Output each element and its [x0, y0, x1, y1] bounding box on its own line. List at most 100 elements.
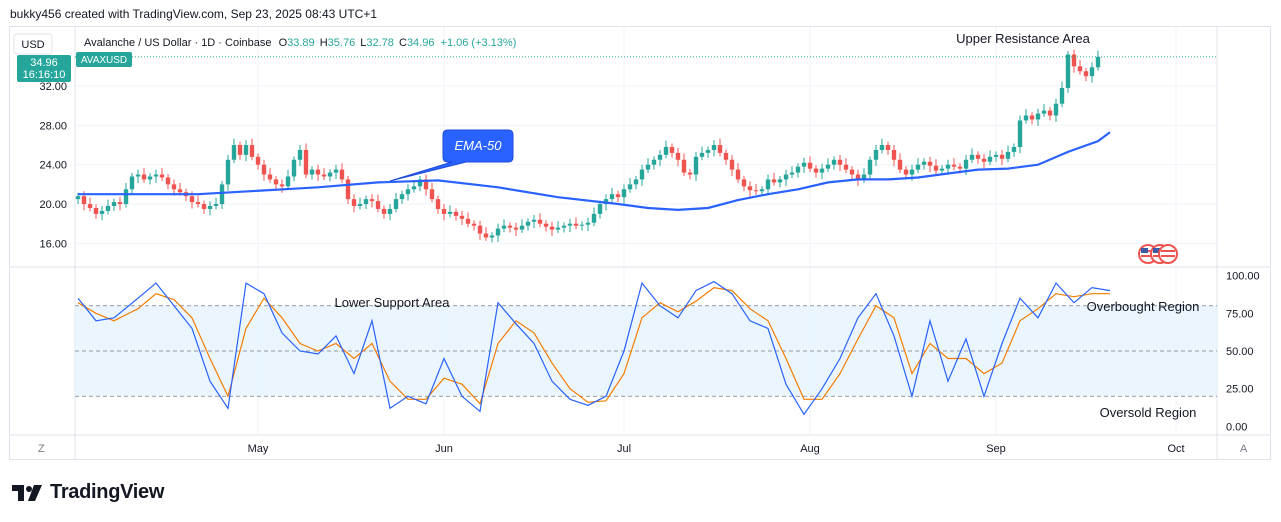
ema-50-callout [389, 129, 514, 182]
candle-14 [159, 174, 165, 178]
candle-87 [597, 204, 603, 214]
candle-113 [753, 190, 759, 192]
candle-57 [417, 179, 423, 187]
candle-73 [513, 227, 519, 230]
candle-150 [975, 154, 981, 159]
candle-163 [1053, 103, 1059, 116]
candle-169 [1089, 67, 1095, 77]
candle-19 [189, 196, 195, 203]
candle-64 [459, 215, 465, 219]
candle-26 [231, 145, 237, 160]
candle-164 [1059, 87, 1065, 104]
candle-101 [681, 159, 687, 173]
candle-103 [693, 156, 699, 175]
zoom-button[interactable]: Z [38, 443, 45, 455]
ohlc-high-label: H [320, 37, 328, 49]
candle-9 [129, 176, 135, 190]
time-tick-label-0: May [248, 443, 269, 455]
candle-40 [315, 169, 321, 175]
candle-80 [555, 227, 561, 230]
candle-162 [1047, 110, 1053, 116]
symbol-badge: AVAXUSD [81, 55, 127, 66]
candle-92 [627, 184, 633, 190]
candle-44 [339, 169, 345, 180]
candle-82 [567, 223, 573, 226]
candle-71 [501, 225, 507, 229]
candle-159 [1029, 115, 1035, 120]
candle-53 [393, 199, 399, 209]
auto-scale-button[interactable]: A [1240, 443, 1248, 455]
candle-37 [297, 149, 303, 160]
candle-155 [1005, 151, 1011, 159]
chart-attribution: bukky456 created with TradingView.com, S… [10, 7, 378, 21]
candle-69 [489, 235, 495, 238]
candle-35 [285, 176, 291, 187]
currency-button[interactable] [13, 33, 53, 55]
price-badge-value: 34.96 [30, 57, 58, 69]
stochastic-tick-label-3: 75.00 [1226, 308, 1254, 320]
candle-10 [135, 174, 141, 177]
time-tick-label-2: Jul [617, 443, 631, 455]
candle-160 [1035, 113, 1041, 120]
candle-46 [351, 199, 357, 207]
candle-121 [801, 162, 807, 167]
candle-170 [1095, 56, 1101, 68]
candle-158 [1023, 115, 1029, 121]
candle-89 [609, 194, 615, 200]
overbought-label: Overbought Region [1087, 299, 1200, 314]
candle-58 [423, 179, 429, 190]
price-tick-label-0: 16.00 [39, 238, 67, 250]
lower-support-label: Lower Support Area [335, 295, 451, 310]
candle-7 [117, 202, 123, 205]
candle-34 [279, 184, 285, 187]
time-tick-label-1: Jun [435, 443, 453, 455]
candle-75 [525, 221, 531, 226]
candle-161 [1041, 110, 1047, 114]
candle-79 [549, 226, 555, 230]
candle-63 [453, 211, 459, 216]
candle-134 [879, 145, 885, 150]
candle-94 [639, 169, 645, 180]
oversold-label: Oversold Region [1100, 405, 1197, 420]
candle-126 [831, 159, 837, 165]
candle-156 [1011, 146, 1017, 152]
ohlc-low-label: L [360, 37, 366, 49]
candle-141 [921, 161, 927, 165]
candle-47 [357, 204, 363, 207]
candle-96 [651, 159, 657, 165]
candle-85 [585, 222, 591, 225]
candle-143 [933, 165, 939, 171]
candle-65 [465, 218, 471, 224]
candle-52 [387, 208, 393, 214]
us-flag-icon-3[interactable] [1158, 244, 1178, 264]
candle-107 [717, 145, 723, 153]
candle-62 [447, 211, 453, 214]
candle-41 [321, 174, 327, 177]
price-badge [17, 55, 71, 82]
stochastic-band [75, 305, 1217, 397]
candle-24 [219, 184, 225, 205]
stochastic-tick-label-4: 100.00 [1226, 271, 1260, 283]
candle-116 [771, 179, 777, 183]
candle-39 [309, 169, 315, 175]
candle-48 [363, 199, 369, 205]
price-tick-label-2: 24.00 [39, 160, 67, 172]
symbol-legend[interactable]: Avalanche / US Dollar · 1D · Coinbase O3… [84, 37, 516, 49]
candle-157 [1017, 120, 1023, 147]
candle-67 [477, 225, 483, 234]
candle-140 [915, 164, 921, 170]
candle-55 [405, 189, 411, 195]
candle-33 [273, 179, 279, 185]
ohlc-open-label: O [279, 37, 288, 49]
ohlc-close-label: C [399, 37, 407, 49]
candle-168 [1083, 71, 1089, 77]
candle-100 [675, 152, 681, 160]
currency-label: USD [21, 39, 44, 51]
candle-50 [375, 201, 381, 209]
ohlc-close: 34.96 [407, 37, 435, 49]
candle-20 [195, 202, 201, 205]
candle-66 [471, 223, 477, 226]
candle-61 [441, 208, 447, 214]
candle-25 [225, 159, 231, 185]
